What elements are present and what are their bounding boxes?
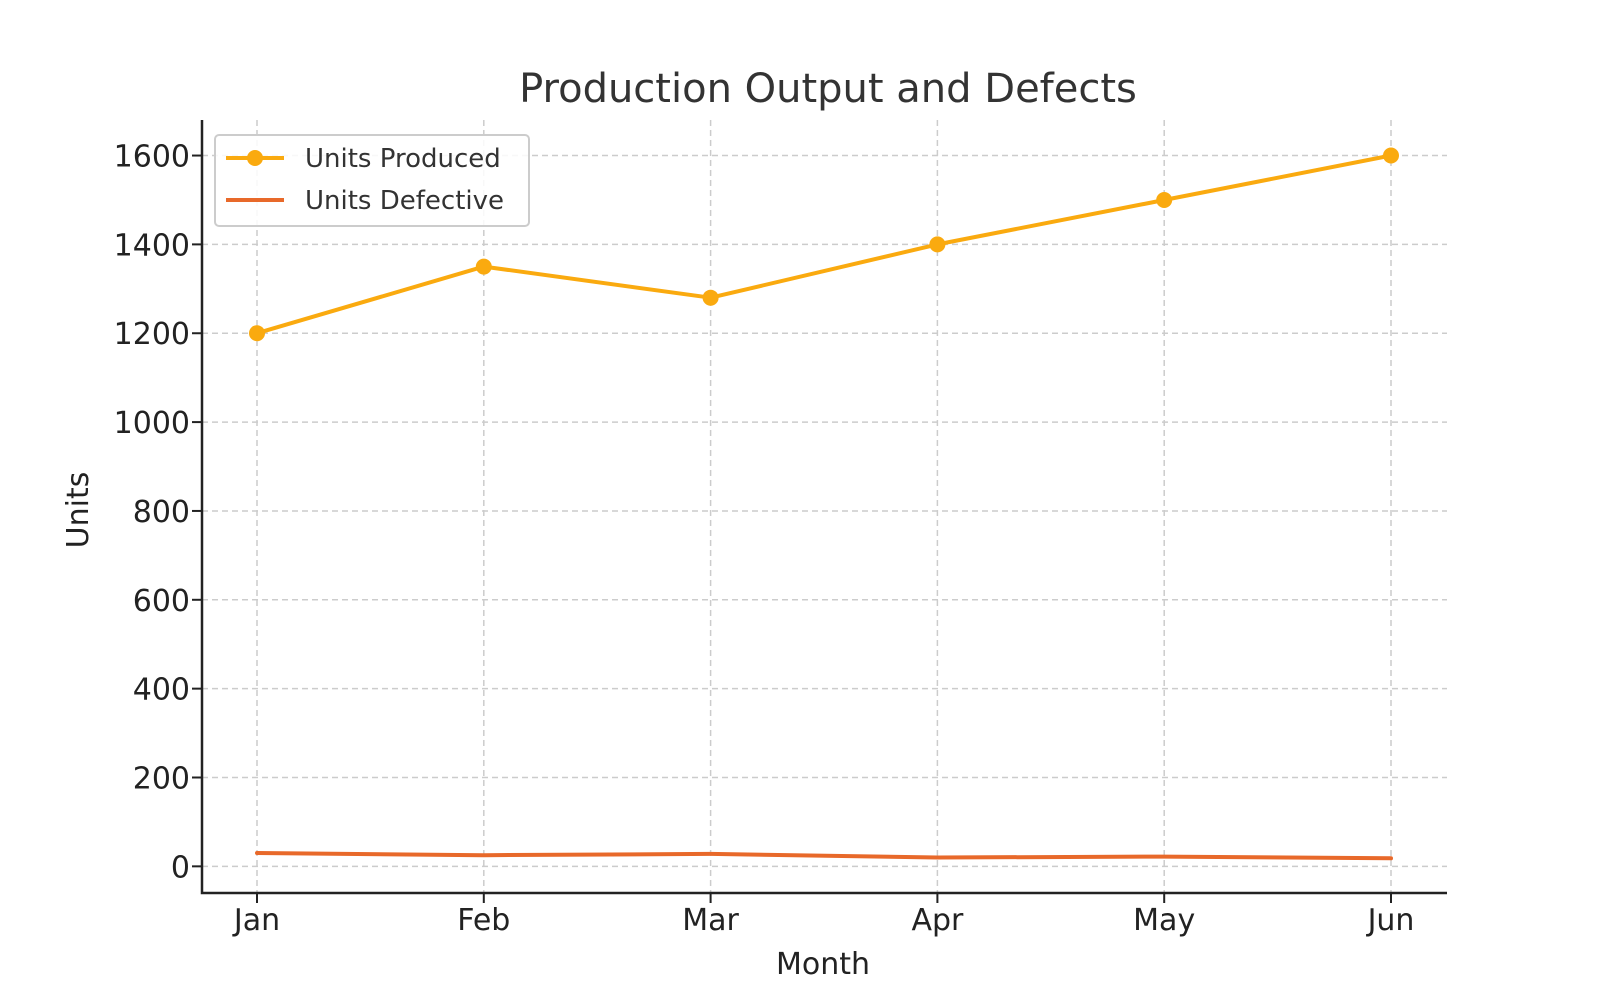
- y-tick-label: 1600: [114, 140, 190, 175]
- y-tick-label: 0: [171, 850, 190, 885]
- series-line-units-produced: [255, 153, 1393, 336]
- x-tick-label: Jan: [232, 903, 280, 938]
- chart-title: Production Output and Defects: [519, 66, 1137, 112]
- legend-box: [214, 134, 530, 227]
- y-tick-label: 1200: [114, 317, 190, 352]
- y-tick-label: 1400: [114, 228, 190, 263]
- data-point-units-produced: [929, 236, 946, 253]
- series-layer: [249, 147, 1399, 861]
- data-point-units-produced: [249, 325, 265, 342]
- x-tick-label: Apr: [911, 903, 964, 938]
- data-point-units-produced: [475, 258, 492, 275]
- data-point-units-produced: [1156, 192, 1173, 208]
- y-tick-label: 800: [133, 495, 190, 530]
- data-point-units-produced: [702, 289, 719, 306]
- x-axis-label: Month: [776, 947, 870, 982]
- y-tick-label: 200: [133, 761, 190, 796]
- y-tick-label: 1000: [114, 406, 190, 441]
- legend-label-units-produced: Units Produced: [305, 144, 501, 174]
- series-line-units-defective: [255, 851, 1393, 861]
- y-tick-label: 400: [133, 673, 190, 708]
- x-tick-label: Jun: [1366, 903, 1415, 938]
- legend-marker-units-produced: [247, 150, 263, 166]
- legend-label-units-defective: Units Defective: [305, 186, 504, 216]
- legend: Units Produced Units Defective: [214, 134, 530, 227]
- x-tick-label: Mar: [682, 903, 739, 938]
- x-tick-label: Feb: [457, 903, 510, 938]
- y-axis-label: Units: [61, 472, 96, 549]
- axis-spines: [200, 120, 1447, 895]
- axis-ticks: Jan Feb Mar Apr May Jun 0 200 400 600 800 1000 1200 1…: [114, 140, 1415, 938]
- grid-lines: [202, 120, 1447, 893]
- y-tick-label: 600: [133, 584, 190, 619]
- x-tick-label: May: [1133, 903, 1195, 938]
- data-point-units-produced: [1383, 147, 1399, 164]
